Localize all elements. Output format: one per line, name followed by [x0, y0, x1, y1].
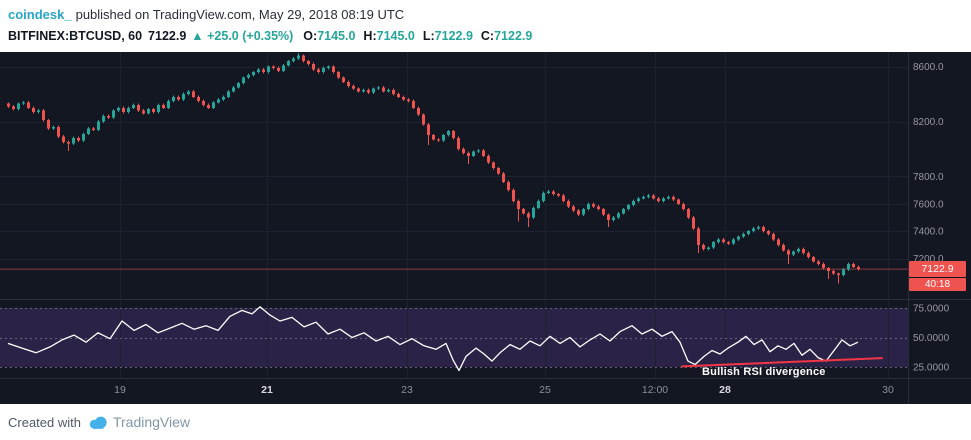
price-change: ▲ +25.0 (+0.35%)	[191, 29, 294, 43]
svg-text:7200.0: 7200.0	[913, 254, 944, 265]
svg-text:30: 30	[882, 384, 894, 396]
svg-text:8600.0: 8600.0	[913, 62, 944, 73]
divergence-trendline[interactable]	[681, 357, 883, 368]
created-with-text: Created with	[8, 414, 81, 430]
svg-text:7600.0: 7600.0	[913, 199, 944, 210]
rsi-line	[7, 306, 859, 372]
close-value: C:7122.9	[480, 29, 533, 43]
current-price-badge: 7122.9	[909, 261, 966, 277]
svg-text:25: 25	[539, 384, 551, 396]
last-price: 7122.9	[148, 29, 187, 43]
rsi-level-lines	[0, 308, 908, 368]
open-value: O:7145.0	[303, 29, 356, 43]
rsi-band	[0, 308, 908, 367]
svg-text:28: 28	[719, 384, 731, 396]
gridlines	[0, 52, 908, 378]
chart-area: 8600.0 8200.0 7800.0 7600.0 7400.0 7200.0 75.0…	[0, 52, 971, 404]
svg-text:7800.0: 7800.0	[913, 172, 944, 183]
publisher-link[interactable]: coindesk_	[8, 7, 72, 22]
price-chart-canvas[interactable]: 8600.0 8200.0 7800.0 7600.0 7400.0 7200.0 75.0…	[0, 52, 971, 404]
rsi-divergence-label[interactable]: Bullish RSI divergence	[702, 366, 826, 378]
svg-text:8200.0: 8200.0	[913, 117, 944, 128]
time-axis[interactable]: 19 21 23 25 12:00 28 30	[114, 384, 894, 396]
svg-text:12:00: 12:00	[642, 384, 668, 396]
svg-text:75.0000: 75.0000	[913, 304, 950, 315]
footer: Created with TradingView	[0, 404, 971, 440]
svg-text:7400.0: 7400.0	[913, 227, 944, 238]
symbol-title[interactable]: BITFINEX:BTCUSD, 60	[8, 29, 143, 43]
pane-separators	[0, 52, 971, 404]
published-text: published on TradingView.com, May 29, 20…	[75, 7, 405, 22]
price-axis[interactable]: 8600.0 8200.0 7800.0 7600.0 7400.0 7200.0 75.0…	[913, 62, 950, 373]
header: coindesk_ published on TradingView.com, M…	[0, 0, 971, 52]
svg-text:21: 21	[261, 384, 273, 396]
publish-line: coindesk_ published on TradingView.com, M…	[8, 7, 963, 23]
candles-layer	[7, 53, 860, 284]
svg-text:19: 19	[114, 384, 126, 396]
svg-text:25.0000: 25.0000	[913, 363, 950, 374]
tradingview-link[interactable]: TradingView	[112, 414, 191, 430]
low-value: L:7122.9	[422, 29, 473, 43]
symbol-line: BITFINEX:BTCUSD, 60 7122.9 ▲ +25.0 (+0.35%…	[8, 28, 963, 45]
high-value: H:7145.0	[363, 29, 415, 43]
bar-countdown-badge: 40:18	[909, 278, 966, 291]
svg-text:50.0000: 50.0000	[913, 333, 950, 344]
tradingview-logo-icon[interactable]	[88, 415, 108, 430]
svg-text:23: 23	[401, 384, 413, 396]
